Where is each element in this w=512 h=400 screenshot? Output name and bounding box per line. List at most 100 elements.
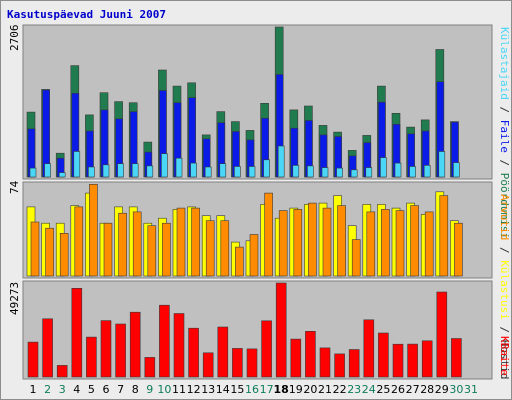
bar-hosts [410, 205, 419, 277]
day-label: 4 [73, 383, 80, 396]
day-labels: 1 2 3 4 5 6 7 8 9 10 11 12 13 14 15 16 17 18 19 20 21 22 23 24 2… [30, 383, 479, 396]
bar-visitors [380, 157, 387, 178]
bar-hosts [439, 195, 449, 277]
panel-kbytes-max-label: 49273 [8, 282, 21, 315]
bar-kbytes [188, 327, 199, 378]
bar-visitors [161, 153, 168, 178]
bar-hosts [176, 207, 186, 277]
bar-visitors [175, 157, 183, 178]
panel-visits-max-label: 74 [8, 180, 21, 194]
bar-hosts [147, 225, 157, 277]
bar-visitors [29, 167, 37, 178]
day-label: 19 [289, 383, 303, 396]
day-label: 28 [420, 383, 434, 396]
bar-visitors [146, 165, 154, 178]
day-label: 23 [347, 383, 361, 396]
bar-hosts [74, 206, 84, 277]
bar-hosts [191, 207, 200, 277]
right-legend-2: Arvutid / Külastusi / Hostid [498, 194, 511, 379]
bar-visitors [438, 151, 446, 178]
bar-visitors [409, 166, 416, 178]
day-label: 30 [449, 383, 463, 396]
bar-kbytes [378, 332, 389, 378]
day-label: 3 [59, 383, 66, 396]
day-label: 31 [464, 383, 478, 396]
bar-kbytes [392, 343, 404, 378]
right-legend: Külastajaid / Faile / PöördumisiArvutid … [498, 27, 511, 379]
day-label: 14 [216, 383, 230, 396]
bar-visitors [336, 167, 343, 178]
day-label: 8 [132, 383, 139, 396]
day-label: 16 [245, 383, 259, 396]
bar-hosts [322, 207, 332, 277]
bar-kbytes [363, 319, 375, 378]
bar-kbytes [261, 320, 272, 378]
day-label: 18 [274, 383, 289, 396]
bar-visitors [453, 162, 460, 178]
bar-visitors [219, 163, 227, 178]
bar-kbytes [144, 357, 156, 378]
right-legend-1: Külastajaid / Faile / Pöördumisi [498, 27, 511, 239]
bar-kbytes [407, 343, 418, 378]
panel-hits-max-label: 2706 [8, 25, 21, 52]
bar-hosts [30, 221, 40, 277]
day-label: 7 [117, 383, 124, 396]
bar-kbytes [115, 323, 126, 378]
bar-visitors [350, 169, 358, 178]
bar-kbytes [129, 311, 141, 378]
day-label: 17 [260, 383, 274, 396]
bar-hosts [89, 184, 98, 277]
bar-hosts [59, 233, 69, 277]
day-label: 1 [30, 383, 37, 396]
bar-kbytes [27, 341, 39, 378]
bar-hosts [45, 227, 54, 277]
day-label: 20 [303, 383, 317, 396]
bar-visitors [321, 167, 329, 178]
bar-visitors [102, 164, 110, 178]
bar-kbytes [275, 282, 287, 378]
bar-hosts [118, 212, 127, 277]
bar-hosts [220, 220, 230, 277]
bar-hosts [132, 211, 142, 277]
bar-kbytes [334, 353, 345, 378]
bar-kbytes [217, 326, 229, 378]
bar-kbytes [246, 348, 258, 378]
day-label: 15 [230, 383, 244, 396]
bar-hosts [235, 246, 244, 277]
day-label: 21 [318, 383, 332, 396]
day-label: 2 [44, 383, 51, 396]
bar-hosts [424, 211, 434, 277]
bar-kbytes [202, 352, 214, 378]
bar-hosts [351, 239, 361, 277]
bar-hosts [454, 222, 463, 277]
bar-hosts [395, 210, 405, 277]
bar-kbytes [71, 287, 83, 378]
bar-visitors [88, 166, 95, 178]
day-label: 29 [435, 383, 449, 396]
bar-kbytes [42, 318, 53, 378]
bar-hosts [278, 210, 288, 277]
bar-visitors [204, 166, 212, 178]
bar-hosts [249, 234, 259, 277]
bar-kbytes [319, 347, 331, 378]
day-label: 10 [157, 383, 171, 396]
bar-kbytes [348, 349, 360, 378]
bar-hosts [308, 202, 317, 277]
chart-title: Kasutuspäevad Juuni 2007 [7, 8, 166, 21]
bar-visitors [73, 151, 81, 178]
bar-kbytes [173, 313, 185, 378]
bar-visitors [248, 166, 256, 178]
bar-hosts [366, 211, 376, 277]
day-label: 12 [187, 383, 201, 396]
day-label: 25 [376, 383, 390, 396]
bar-visitors [307, 165, 314, 178]
bar-visitors [131, 163, 139, 178]
bar-hosts [103, 222, 113, 277]
day-label: 22 [333, 383, 347, 396]
day-label: 5 [88, 383, 95, 396]
bar-visitors [365, 167, 373, 178]
bar-hosts [337, 205, 346, 277]
right-legend-3: KBaite [498, 336, 511, 376]
